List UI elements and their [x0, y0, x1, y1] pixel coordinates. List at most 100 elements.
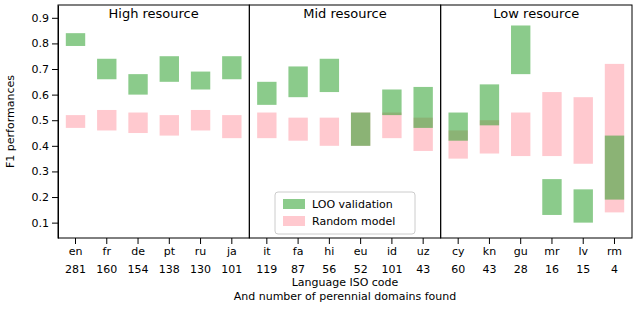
y-tick-label: 0.4	[32, 140, 50, 153]
range-bar	[288, 66, 307, 97]
x-tick-label: ja	[226, 245, 237, 258]
range-bar	[320, 59, 339, 92]
range-bar	[128, 74, 147, 94]
x-tick-label: pt	[164, 245, 176, 258]
x-tick: en281	[65, 238, 86, 276]
y-tick-label: 0.6	[32, 89, 50, 102]
x-tick: ru 130	[190, 238, 211, 276]
range-bar	[128, 113, 147, 133]
y-tick: 0.5	[32, 114, 59, 127]
y-tick: 0.1	[32, 217, 59, 230]
bars	[257, 59, 433, 151]
x-tick: cy60	[451, 238, 465, 276]
y-tick-label: 0.5	[32, 114, 50, 127]
y-tick-label: 0.1	[32, 217, 50, 230]
y-tick-mark	[52, 43, 58, 44]
x-tick-label: fr	[103, 245, 112, 258]
range-bar	[66, 115, 85, 128]
y-tick-mark	[52, 120, 58, 121]
y-tick-mark	[52, 171, 58, 172]
x-tick-label: eu	[354, 245, 368, 258]
x-tick: de154	[128, 238, 149, 276]
x-tick-label: en	[69, 245, 83, 258]
x-tick: fr160	[96, 238, 117, 276]
x-tick-mark	[423, 238, 424, 244]
range-bar	[382, 89, 401, 115]
x-tick-label: rm	[607, 245, 622, 258]
x-tick: rm4	[607, 238, 622, 276]
y-tick: 0.3	[32, 165, 59, 178]
legend: LOO validationRandom model	[275, 192, 415, 234]
domain-count: 28	[514, 263, 528, 276]
panel: High resourceen281fr160de154pt138ru130ja…	[58, 5, 249, 276]
x-tick: id 101	[381, 238, 402, 276]
x-tick-mark	[138, 238, 139, 244]
range-bar	[160, 56, 179, 82]
range-bar	[351, 113, 370, 146]
domain-count: 15	[576, 263, 590, 276]
y-tick: 0.9	[32, 12, 59, 25]
domain-count: 101	[381, 263, 402, 276]
x-axis: it119fa87hi56eu52id101uz43	[256, 238, 430, 276]
x-tick: ja 101	[221, 238, 242, 276]
domain-count: 101	[221, 263, 242, 276]
x-tick-label: it	[263, 245, 271, 258]
panel-title: Low resource	[493, 6, 579, 21]
x-axis: en281fr160de154pt138ru130ja101	[65, 238, 242, 276]
domain-count: 52	[354, 263, 368, 276]
y-tick-mark	[52, 223, 58, 224]
range-bar	[191, 110, 210, 130]
x-tick-label: fa	[293, 245, 304, 258]
x-tick: gu28	[514, 238, 528, 276]
x-tick: lv 15	[576, 238, 590, 276]
x-axis-title: And number of perennial domains found	[234, 290, 457, 303]
x-tick-mark	[360, 238, 361, 244]
range-bar	[97, 110, 116, 130]
panel-frame	[249, 5, 440, 238]
x-tick-mark	[583, 238, 584, 244]
x-tick-mark	[458, 238, 459, 244]
domain-count: 130	[190, 263, 211, 276]
x-tick-label: kn	[483, 245, 496, 258]
x-tick-label: mr	[544, 245, 560, 258]
x-tick: eu 52	[354, 238, 368, 276]
range-bar	[222, 115, 241, 138]
range-bar	[511, 25, 530, 74]
panel-title: Mid resource	[303, 6, 386, 21]
y-tick-label: 0.7	[32, 63, 50, 76]
x-tick-mark	[391, 238, 392, 244]
y-tick-label: 0.8	[32, 37, 50, 50]
chart: 0.10.20.30.40.50.60.70.80.9F1 performanc…	[0, 0, 640, 310]
range-bar	[320, 118, 339, 146]
x-tick-label: ru	[195, 245, 207, 258]
bars	[448, 25, 624, 222]
x-tick-label: id	[387, 245, 397, 258]
panel: Low resource cy60 kn 43 gu28 mr 16 lv 15 rm4	[441, 5, 632, 276]
range-bar	[257, 82, 276, 105]
range-bar	[382, 113, 401, 139]
x-tick: kn 43	[482, 238, 496, 276]
domain-count: 154	[128, 263, 149, 276]
x-tick-mark	[329, 238, 330, 244]
range-bar	[351, 113, 370, 146]
x-tick: uz43	[416, 238, 430, 276]
range-bar	[97, 59, 116, 79]
y-tick: 0.8	[32, 37, 59, 50]
range-bar	[191, 72, 210, 90]
x-tick: hi56	[322, 238, 336, 276]
domain-count: 16	[545, 263, 559, 276]
range-bar	[257, 113, 276, 139]
range-bar	[605, 136, 624, 200]
domain-count: 43	[482, 263, 496, 276]
range-bar	[542, 92, 561, 156]
range-bar	[66, 33, 85, 46]
domain-count: 43	[416, 263, 430, 276]
legend-swatch	[283, 216, 305, 226]
x-tick-mark	[266, 238, 267, 244]
x-axis: cy60 kn 43 gu28 mr 16 lv 15 rm4	[451, 238, 622, 276]
x-tick-mark	[489, 238, 490, 244]
x-tick-label: lv	[578, 245, 588, 258]
x-tick-mark	[614, 238, 615, 244]
x-tick-mark	[75, 238, 76, 244]
range-bar	[480, 84, 499, 125]
